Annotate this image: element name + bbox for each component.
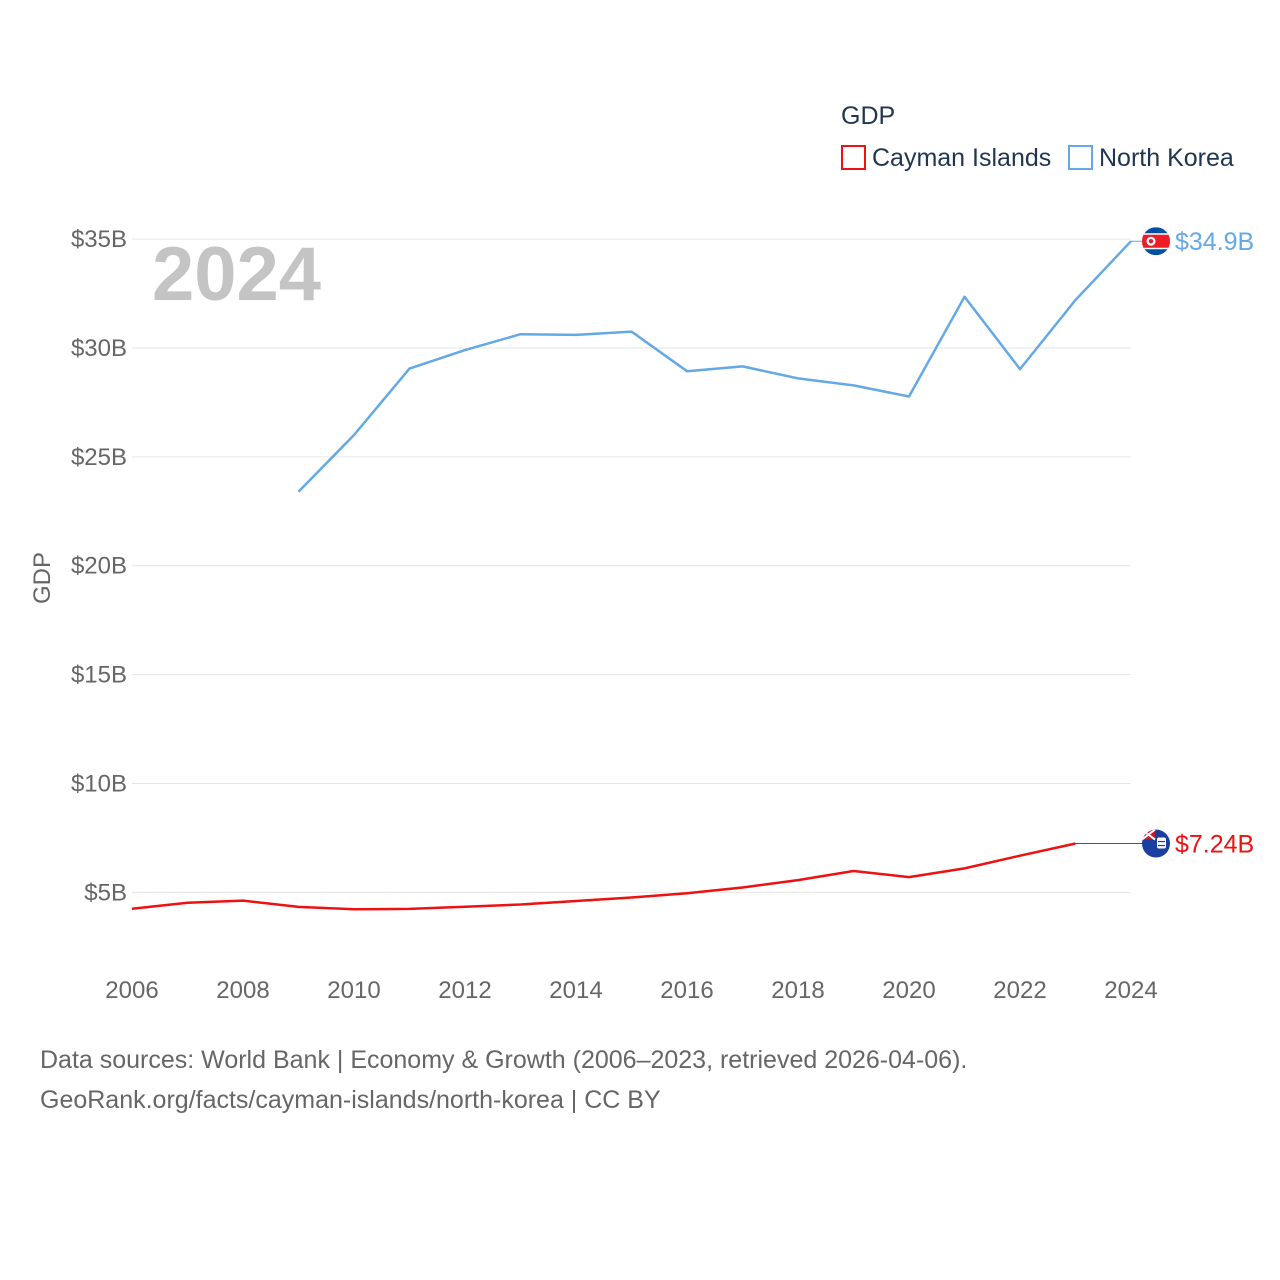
- legend-swatch-cayman-islands[interactable]: [841, 145, 866, 170]
- footer-link[interactable]: GeoRank.org/facts/cayman-islands/north-k…: [40, 1086, 661, 1114]
- legend-title: GDP: [841, 102, 895, 130]
- end-labels: $7.24B $34.9B: [1075, 227, 1254, 859]
- cayman-islands-flag-icon: [1142, 829, 1170, 858]
- x-tick-label: 2006: [105, 977, 158, 1004]
- end-label-north-korea: $34.9B: [1175, 228, 1254, 256]
- footer: Data sources: World Bank | Economy & Gro…: [40, 1040, 967, 1120]
- series-line-north-korea[interactable]: [297, 240, 1132, 493]
- gdp-line-chart: 2024 $5B$10B$15B$20B$25B$30B$35B 2006 200…: [29, 102, 1254, 1004]
- y-tick-label: $20B: [71, 553, 127, 580]
- series-line-cayman-islands[interactable]: [131, 842, 1076, 911]
- x-tick-label: 2024: [1104, 977, 1157, 1004]
- year-watermark: 2024: [152, 232, 321, 317]
- x-tick-label: 2022: [993, 977, 1046, 1004]
- legend-label-north-korea[interactable]: North Korea: [1099, 144, 1234, 172]
- y-tick-label: $10B: [71, 770, 127, 797]
- legend-swatch-north-korea[interactable]: [1068, 145, 1093, 170]
- x-tick-label: 2016: [660, 977, 713, 1004]
- y-tick-label: $35B: [71, 226, 127, 253]
- north-korea-flag-icon: [1142, 227, 1170, 256]
- y-tick-label: $25B: [71, 444, 127, 471]
- x-tick-label: 2018: [771, 977, 824, 1004]
- y-tick-label: $5B: [84, 879, 127, 906]
- end-label-cayman-islands: $7.24B: [1175, 831, 1254, 859]
- x-tick-label: 2020: [882, 977, 935, 1004]
- gridlines: [132, 238, 1131, 893]
- y-axis-ticks: $5B $10B $15B $20B $25B $30B $35B: [71, 226, 127, 906]
- x-tick-label: 2010: [327, 977, 380, 1004]
- y-axis-title: GDP: [29, 552, 56, 604]
- legend: GDP Cayman Islands North Korea: [841, 102, 1234, 172]
- x-axis-ticks: 2006 2008 2010 2012 2014 2016 2018 2020 2022 2024: [105, 977, 1157, 1004]
- x-tick-label: 2012: [438, 977, 491, 1004]
- legend-label-cayman-islands[interactable]: Cayman Islands: [872, 144, 1051, 172]
- footer-source: Data sources: World Bank | Economy & Gro…: [40, 1046, 968, 1074]
- y-tick-label: $15B: [71, 662, 127, 689]
- series-lines: [131, 240, 1132, 911]
- y-tick-label: $30B: [71, 335, 127, 362]
- x-tick-label: 2008: [216, 977, 269, 1004]
- x-tick-label: 2014: [549, 977, 602, 1004]
